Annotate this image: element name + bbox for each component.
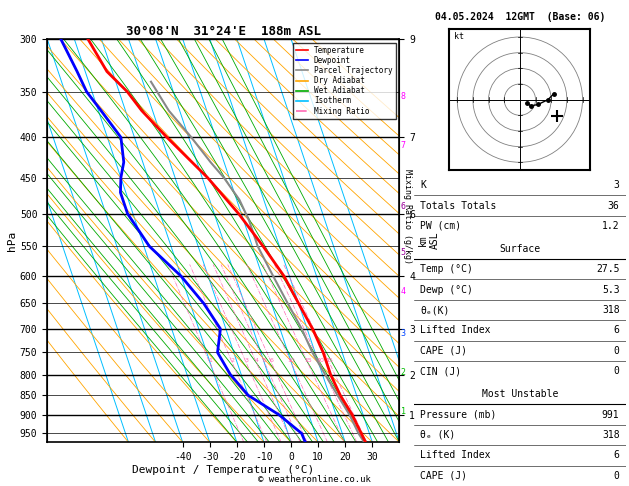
- Text: 3: 3: [614, 180, 620, 190]
- Text: 0: 0: [614, 471, 620, 481]
- Text: 20: 20: [316, 358, 324, 364]
- Text: 0: 0: [614, 346, 620, 356]
- Text: 1: 1: [401, 407, 406, 416]
- Text: 1.2: 1.2: [602, 221, 620, 231]
- Text: 3: 3: [245, 358, 248, 364]
- Text: 6: 6: [401, 202, 406, 211]
- Text: 6: 6: [270, 358, 274, 364]
- Text: Temp (°C): Temp (°C): [420, 264, 473, 274]
- Text: 1: 1: [208, 358, 212, 364]
- Text: 5: 5: [401, 248, 406, 257]
- Text: Dewp (°C): Dewp (°C): [420, 285, 473, 295]
- Text: 04.05.2024  12GMT  (Base: 06): 04.05.2024 12GMT (Base: 06): [435, 12, 605, 22]
- Text: θₑ(K): θₑ(K): [420, 305, 450, 315]
- Text: 5: 5: [263, 358, 267, 364]
- Text: CIN (J): CIN (J): [420, 366, 461, 376]
- Text: Mixing Ratio (g/kg): Mixing Ratio (g/kg): [403, 169, 411, 264]
- Text: Totals Totals: Totals Totals: [420, 201, 497, 210]
- Text: © weatheronline.co.uk: © weatheronline.co.uk: [258, 474, 371, 484]
- Text: 27.5: 27.5: [596, 264, 620, 274]
- Text: K: K: [420, 180, 426, 190]
- Y-axis label: hPa: hPa: [7, 230, 17, 251]
- Text: 8: 8: [401, 92, 406, 101]
- Text: CAPE (J): CAPE (J): [420, 471, 467, 481]
- Text: PW (cm): PW (cm): [420, 221, 461, 231]
- Text: 6: 6: [614, 326, 620, 335]
- Text: Pressure (mb): Pressure (mb): [420, 410, 497, 419]
- Text: 5.3: 5.3: [602, 285, 620, 295]
- Text: CAPE (J): CAPE (J): [420, 346, 467, 356]
- Text: 4: 4: [255, 358, 259, 364]
- Text: 991: 991: [602, 410, 620, 419]
- Text: 7: 7: [401, 141, 406, 150]
- Text: 6: 6: [614, 451, 620, 460]
- Text: 318: 318: [602, 305, 620, 315]
- Text: 0: 0: [614, 366, 620, 376]
- Text: 10: 10: [287, 358, 296, 364]
- Text: 2: 2: [401, 368, 406, 377]
- Text: Most Unstable: Most Unstable: [482, 389, 558, 399]
- Text: Lifted Index: Lifted Index: [420, 451, 491, 460]
- Y-axis label: km
ASL: km ASL: [418, 232, 440, 249]
- Text: Surface: Surface: [499, 244, 540, 254]
- Text: 15: 15: [304, 358, 312, 364]
- Text: 4: 4: [401, 287, 406, 296]
- Text: 2: 2: [230, 358, 235, 364]
- Text: kt: kt: [454, 32, 464, 40]
- Title: 30°08'N  31°24'E  188m ASL: 30°08'N 31°24'E 188m ASL: [126, 25, 321, 38]
- Text: 3: 3: [401, 329, 406, 338]
- Text: Lifted Index: Lifted Index: [420, 326, 491, 335]
- Legend: Temperature, Dewpoint, Parcel Trajectory, Dry Adiabat, Wet Adiabat, Isotherm, Mi: Temperature, Dewpoint, Parcel Trajectory…: [293, 43, 396, 119]
- X-axis label: Dewpoint / Temperature (°C): Dewpoint / Temperature (°C): [132, 465, 314, 475]
- Text: θₑ (K): θₑ (K): [420, 430, 455, 440]
- Text: 36: 36: [608, 201, 620, 210]
- Text: 25: 25: [326, 358, 333, 364]
- Text: 318: 318: [602, 430, 620, 440]
